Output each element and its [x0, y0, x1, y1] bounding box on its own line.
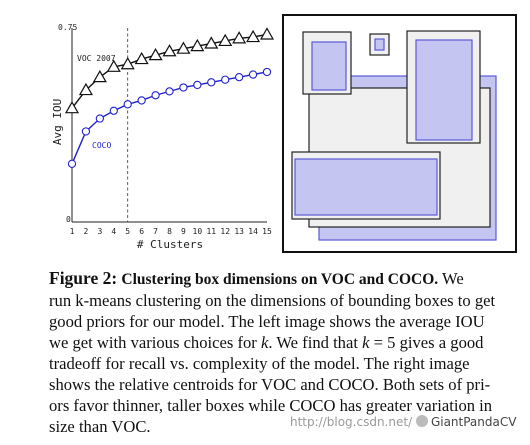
voc-markers [64, 27, 275, 114]
x-tick-label: 14 [248, 227, 258, 236]
x-tick-label: 4 [111, 227, 116, 236]
coco-centroid-medium [311, 41, 347, 91]
coco-circle-marker [234, 72, 244, 82]
y-tick-top: 0.75 [58, 23, 77, 32]
coco-circle-marker [95, 114, 105, 123]
figure-label: Figure 2: [49, 268, 118, 288]
x-tick-label: 3 [97, 227, 102, 236]
plot-frame [71, 28, 267, 223]
x-axis-label: # Clusters [137, 238, 203, 251]
voc-triangle-marker [246, 29, 261, 43]
y-axis-label: Avg IOU [51, 99, 64, 145]
caption-line-8: size than VOC. [49, 417, 151, 436]
x-tick-label: 12 [220, 227, 230, 236]
voc-triangle-marker [204, 36, 219, 49]
coco-circle-marker [165, 87, 174, 96]
voc-triangle-marker [78, 82, 93, 96]
caption-line-2: run k-means clustering on the dimensions… [49, 291, 496, 310]
coco-circle-marker [262, 67, 272, 77]
x-tick-label: 13 [234, 227, 244, 236]
caption-line-5: tradeoff for recall vs. complexity of th… [49, 354, 470, 373]
x-tick-label: 1 [70, 227, 75, 236]
caption-line-1-end: We [438, 269, 464, 288]
coco-circle-marker [193, 80, 202, 90]
voc-series-label: VOC 2007 [77, 54, 116, 63]
caption-line-4a: we get with various choices for [49, 333, 261, 352]
voc-triangle-marker [218, 33, 233, 47]
x-tick-labels: 1 2 3 4 5 6 7 8 9 10 11 12 13 14 15 [70, 227, 272, 236]
voc-triangle-marker [190, 38, 205, 52]
coco-centroid-tall [415, 39, 473, 141]
avg-iou-chart: 0.75 0 Avg IOU # Clusters 1 2 3 4 5 6 7 8 9 10 11 1… [51, 23, 275, 251]
coco-circle-marker [248, 70, 258, 79]
caption-line-4b: . We find that [268, 333, 363, 352]
coco-circle-marker [81, 127, 91, 136]
coco-circle-marker [67, 159, 77, 168]
coco-circle-marker [151, 91, 160, 100]
voc-triangle-marker [106, 59, 121, 72]
voc-triangle-marker [64, 100, 80, 114]
relative-centroids-figure [282, 14, 517, 253]
voc-triangle-marker [162, 44, 177, 57]
voc-triangle-marker [176, 41, 191, 54]
caption-line-6: shows the relative centroids for VOC and… [49, 375, 491, 394]
voc-triangle-marker [148, 47, 163, 61]
x-tick-label: 8 [167, 227, 172, 236]
coco-series-label: COCO [92, 141, 111, 150]
caption-line-7: ors favor thinner, taller boxes while CO… [49, 396, 493, 415]
voc-triangle-marker [232, 31, 247, 44]
coco-centroid-wide [294, 158, 438, 216]
coco-markers [67, 67, 272, 168]
watermark-url: http://blog.csdn.net/ [290, 415, 413, 429]
voc-triangle-marker [134, 51, 149, 65]
x-tick-label: 6 [139, 227, 144, 236]
coco-circle-marker [221, 75, 230, 84]
watermark-brand: GiantPandaCV [430, 415, 517, 429]
x-tick-label: 11 [206, 227, 216, 236]
voc-triangle-marker [120, 57, 135, 70]
caption-k-1: k [260, 333, 269, 352]
caption-line-3: good priors for our model. The left imag… [49, 312, 485, 331]
wechat-icon [415, 415, 428, 427]
voc-triangle-marker [259, 27, 275, 40]
figure-title: Clustering box dimensions on VOC and COC… [121, 271, 439, 288]
x-tick-label: 9 [181, 227, 186, 236]
x-tick-label: 10 [193, 227, 203, 236]
coco-centroid-small [374, 38, 385, 51]
x-tick-label: 15 [262, 227, 272, 236]
x-tick-label: 5 [125, 227, 130, 236]
voc-triangle-marker [92, 69, 107, 83]
coco-circle-marker [123, 100, 132, 109]
coco-circle-marker [207, 78, 216, 87]
caption-line-4c: = 5 gives a good [369, 333, 484, 352]
coco-circle-marker [137, 96, 146, 105]
figure-caption: Figure 2: Clustering box dimensions on V… [49, 268, 519, 437]
x-tick-label: 2 [84, 227, 89, 236]
coco-circle-marker [109, 106, 118, 115]
caption-k-2: k [362, 333, 370, 352]
x-tick-label: 7 [153, 227, 158, 236]
coco-circle-marker [179, 83, 188, 92]
y-tick-zero: 0 [66, 215, 71, 224]
watermark: http://blog.csdn.net/ GiantPandaCV [290, 415, 516, 429]
